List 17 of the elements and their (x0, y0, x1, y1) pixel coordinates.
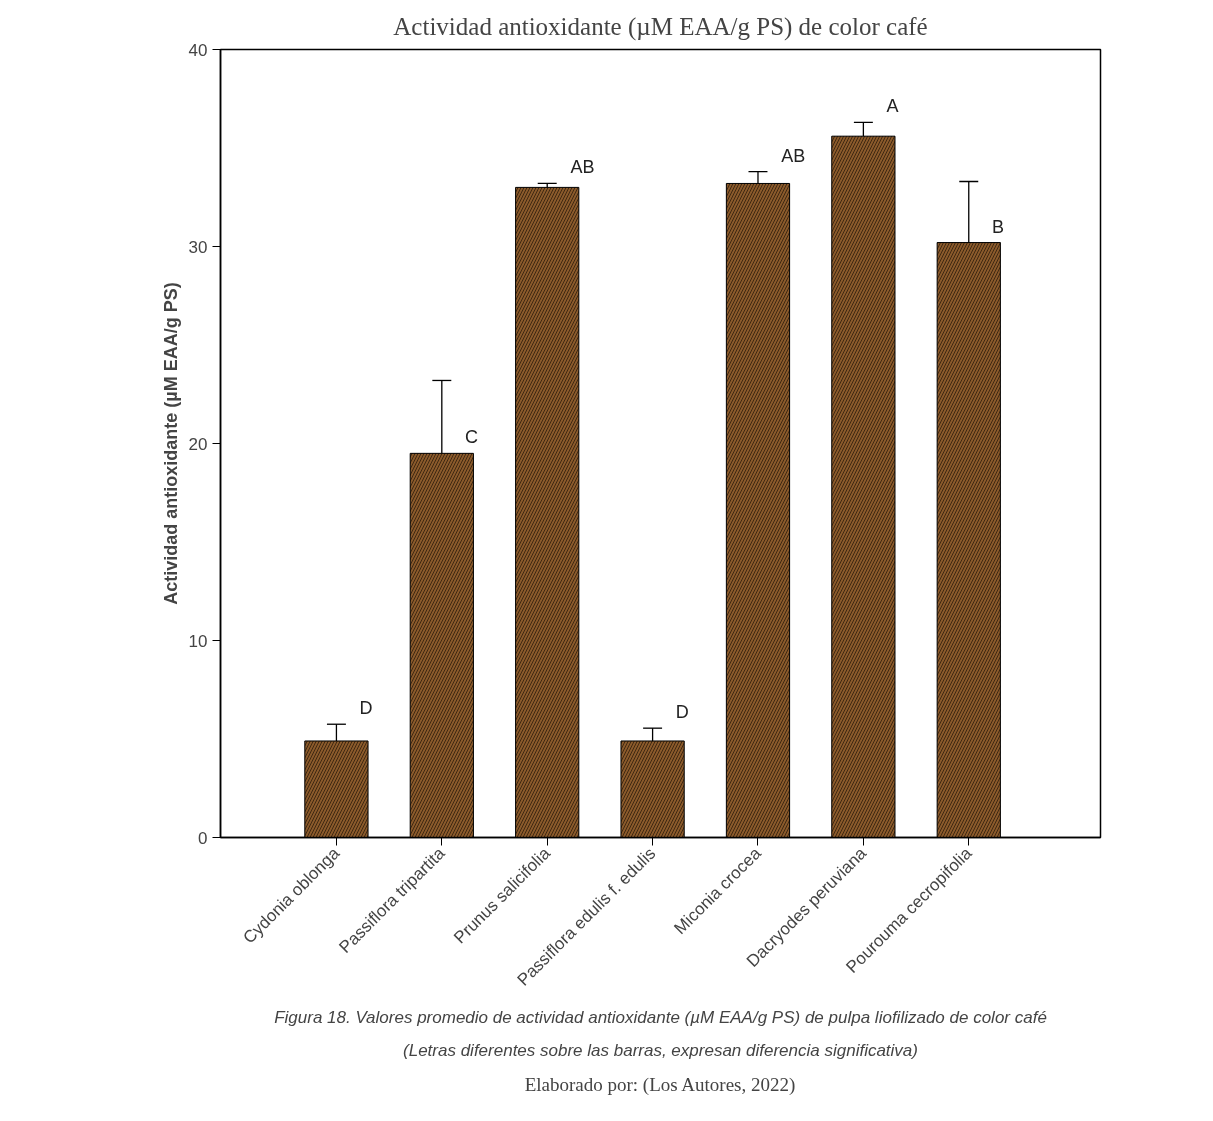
text: Figura 18. Valores promedio de actividad antioxidante (µM EAA/g PS) de pulpa liofilizado de color café (274, 1007, 1047, 1027)
chart-title: Actividad antioxidante (µM EAA/g PS) de color café (393, 12, 928, 41)
y-tick-label: 30 (188, 237, 208, 257)
y-axis-title: Actividad antioxidante (µM EAA/g PS) (160, 282, 181, 605)
text: Elaborado por: (Los Autores, 2022) (524, 1073, 796, 1096)
y-tick-label: 40 (188, 40, 208, 60)
text: (Letras diferentes sobre las barras, expresan diferencia significativa) (403, 1040, 918, 1060)
y-tick-label: 20 (188, 434, 208, 454)
y-tick-label: 10 (188, 631, 208, 651)
annotation: B (991, 216, 1004, 237)
annotation: D (675, 702, 689, 723)
annotation: AB (570, 157, 595, 178)
annotation: C (465, 427, 478, 448)
y-tick-label: 0 (198, 828, 208, 848)
annotation: A (886, 96, 899, 117)
annotation: D (359, 698, 373, 719)
annotation: AB (781, 145, 806, 166)
